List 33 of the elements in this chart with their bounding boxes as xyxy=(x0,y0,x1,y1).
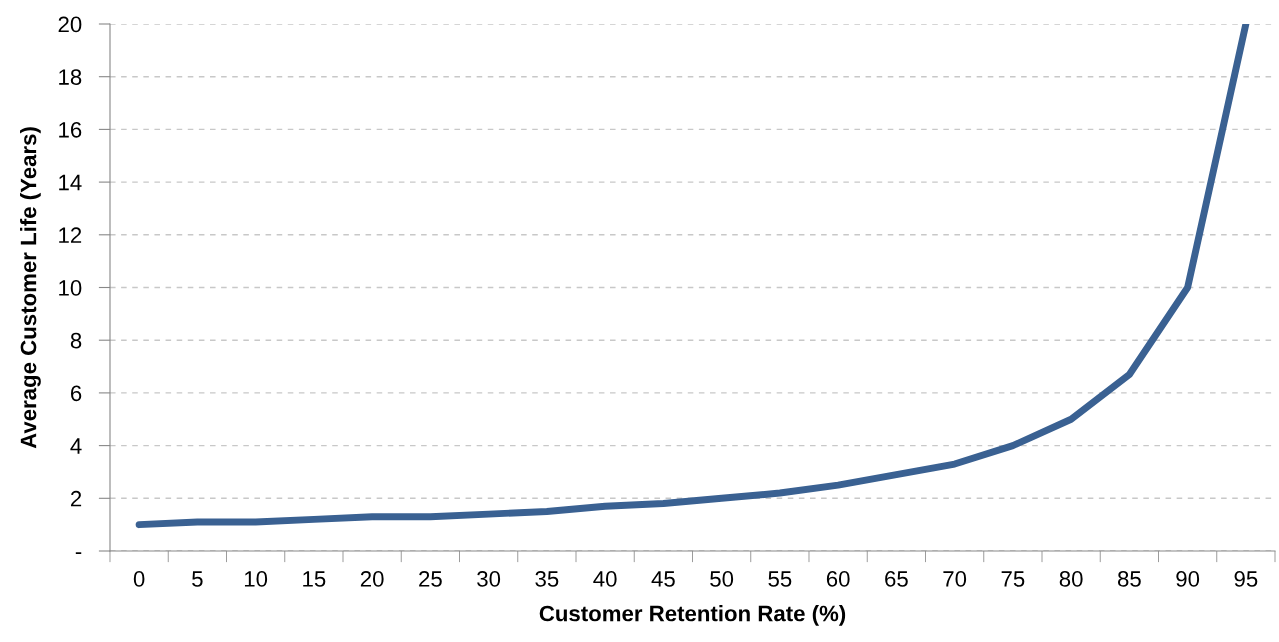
x-tick-label: 50 xyxy=(710,571,734,587)
x-tick-label: 70 xyxy=(943,571,967,587)
x-tick-label: 95 xyxy=(1234,571,1258,587)
x-tick-label: 65 xyxy=(885,571,908,587)
x-tick-label: 75 xyxy=(1001,571,1025,587)
y-tick-label: 14 xyxy=(59,174,82,191)
x-tick-label: 15 xyxy=(303,571,326,587)
x-tick-label: 20 xyxy=(360,571,384,587)
x-tick-label: 30 xyxy=(477,571,501,587)
y-tick-label: 4 xyxy=(70,438,82,454)
y-tick-label: 10 xyxy=(59,280,82,296)
y-axis-title: Average Customer Life (Years) xyxy=(20,127,41,449)
x-tick-label: 35 xyxy=(535,571,559,587)
x-tick-label: 55 xyxy=(768,571,792,587)
x-tick-label: 40 xyxy=(593,571,617,587)
x-tick-label: 45 xyxy=(651,571,675,587)
y-tick-label: 8 xyxy=(70,332,82,349)
y-tick-label: - xyxy=(75,552,82,555)
x-tick-label: 0 xyxy=(133,571,145,587)
x-tick-label: 5 xyxy=(192,571,203,587)
x-tick-label: 10 xyxy=(244,571,268,587)
y-tick-label: 16 xyxy=(59,121,82,138)
x-tick-label: 60 xyxy=(826,571,850,587)
x-tick-label: 85 xyxy=(1117,571,1141,587)
y-tick-label: 6 xyxy=(70,385,82,402)
y-tick-label: 18 xyxy=(59,69,82,85)
y-tick-label: 2 xyxy=(70,490,82,507)
x-axis-title: Customer Retention Rate (%) xyxy=(539,605,846,626)
x-tick-label: 80 xyxy=(1059,571,1083,587)
y-tick-label: 12 xyxy=(59,227,82,243)
x-tick-label: 25 xyxy=(419,571,442,587)
y-tick-label: 20 xyxy=(58,16,82,33)
x-tick-label: 90 xyxy=(1176,571,1200,587)
